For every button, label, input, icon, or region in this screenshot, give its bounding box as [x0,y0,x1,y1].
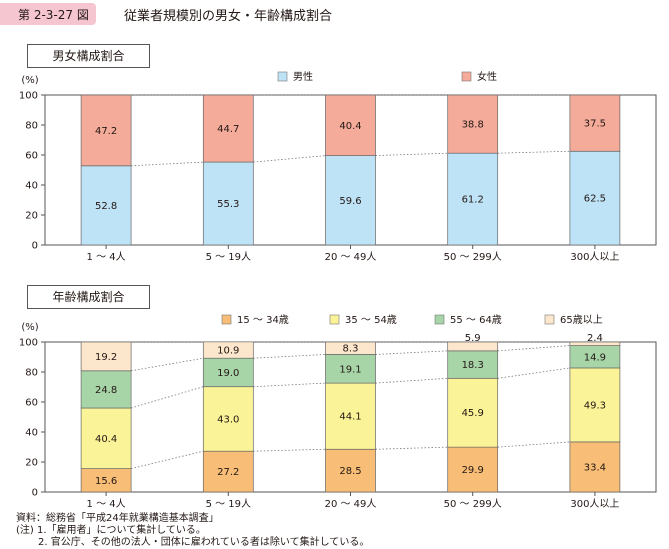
age-connector-line [376,351,448,355]
age-data-label: 28.5 [339,466,361,477]
figure-number-badge: 第 2-3-27 図 [0,3,96,25]
age-connector-line [131,451,203,468]
age-connector-line [131,358,203,371]
gender-connector-line [131,162,203,166]
age-data-label: 40.4 [95,434,117,445]
age-legend-swatch [330,315,339,324]
gender-ytick-label: 0 [32,241,38,252]
age-data-label: 8.3 [343,344,359,355]
gender-ytick-label: 40 [25,181,38,192]
age-data-label: 44.1 [339,412,361,423]
age-data-label: 15.6 [95,476,117,487]
gender-data-label: 37.5 [584,119,606,130]
age-data-label: 49.3 [584,400,606,411]
gender-category-label: 300人以上 [570,251,619,263]
age-connector-line [253,383,325,387]
note-1: (注) 1.「雇用者」について集計している。 [16,525,369,537]
gender-legend-swatch [278,72,287,81]
gender-connector-line [376,153,448,155]
gender-legend-label: 男性 [293,70,313,83]
age-connector-line [376,447,448,449]
gender-ytick-label: 60 [25,151,38,162]
age-data-label: 33.4 [584,462,606,473]
gender-data-label: 47.2 [95,126,117,137]
age-data-label: 10.9 [217,346,239,357]
gender-connector-line [498,151,570,153]
age-data-label: 14.9 [584,352,606,363]
age-data-label: 19.1 [339,364,361,375]
gender-category-label: 5 ～ 19人 [206,251,251,263]
age-ytick-label: 20 [25,458,38,469]
gender-data-label: 59.6 [339,196,361,207]
gender-composition-chart: (%) 0 20 40 60 80 100 男性 女性 52.8 47.2 1 ～ 4人 55.3 44.… [0,60,669,275]
gender-data-label: 62.5 [584,194,606,205]
age-data-label: 19.0 [217,368,239,379]
age-connector-line [498,442,570,447]
gender-legend-label: 女性 [477,70,497,83]
age-category-label: 50 ～ 299人 [444,498,502,510]
age-ylabel: (%) [21,322,38,333]
note-2: 2. 官公庁、その他の法人・団体に雇われている者は除いて集計している。 [16,537,369,549]
age-data-label: 29.9 [462,465,484,476]
age-ytick-label: 60 [25,398,38,409]
age-connector-line [253,354,325,358]
age-data-label: 45.9 [462,408,484,419]
gender-data-label: 44.7 [217,124,239,135]
gender-ylabel: (%) [21,75,38,86]
age-legend-swatch [222,315,231,324]
gender-data-label: 55.3 [217,199,239,210]
note-source: 資料：総務省「平成24年就業構造基本調査」 [16,513,369,525]
age-composition-chart: (%) 0 20 40 60 80 100 15 ～ 34歳 35 ～ 54歳 55 ～ 64歳 6… [0,305,669,513]
age-ytick-label: 0 [32,488,38,499]
age-connector-line [253,449,325,451]
age-data-label: 2.4 [587,333,603,344]
gender-category-label: 50 ～ 299人 [444,251,502,263]
age-legend-label: 15 ～ 34歳 [237,314,289,326]
gender-ytick-label: 80 [25,121,38,132]
age-data-label: 27.2 [217,467,239,478]
gender-category-label: 1 ～ 4人 [87,251,126,263]
gender-data-label: 52.8 [95,201,117,212]
gender-data-label: 61.2 [462,195,484,206]
source-notes: 資料：総務省「平成24年就業構造基本調査」 (注) 1.「雇用者」について集計し… [16,513,369,549]
age-data-label: 18.3 [462,360,484,371]
age-ytick-label: 80 [25,368,38,379]
age-category-label: 300人以上 [570,498,619,510]
age-legend-label: 65歳以上 [560,314,603,326]
gender-connector-line [253,156,325,162]
age-category-label: 20 ～ 49人 [325,498,377,510]
figure-number: 第 2-3-27 図 [18,6,89,23]
age-connector-line [498,346,570,351]
gender-ytick-label: 100 [19,91,38,102]
gender-data-label: 38.8 [462,120,484,131]
figure-title: 従業者規模別の男女・年齢構成割合 [124,5,332,24]
age-data-label: 19.2 [95,352,117,363]
gender-ytick-label: 20 [25,211,38,222]
age-connector-line [376,378,448,383]
age-ytick-label: 100 [19,338,38,349]
age-category-label: 5 ～ 19人 [206,498,251,510]
gender-category-label: 20 ～ 49人 [325,251,377,263]
age-legend-label: 35 ～ 54歳 [345,314,397,326]
age-category-label: 1 ～ 4人 [87,498,126,510]
age-connector-line [131,387,203,408]
age-legend-label: 55 ～ 64歳 [450,314,502,326]
age-ytick-label: 40 [25,428,38,439]
age-data-label: 5.9 [465,333,481,344]
age-legend-swatch [435,315,444,324]
age-data-label: 43.0 [217,414,239,425]
age-connector-line [498,368,570,378]
age-data-label: 24.8 [95,385,117,396]
gender-legend-swatch [462,72,471,81]
age-legend-swatch [545,315,554,324]
gender-data-label: 40.4 [339,121,361,132]
